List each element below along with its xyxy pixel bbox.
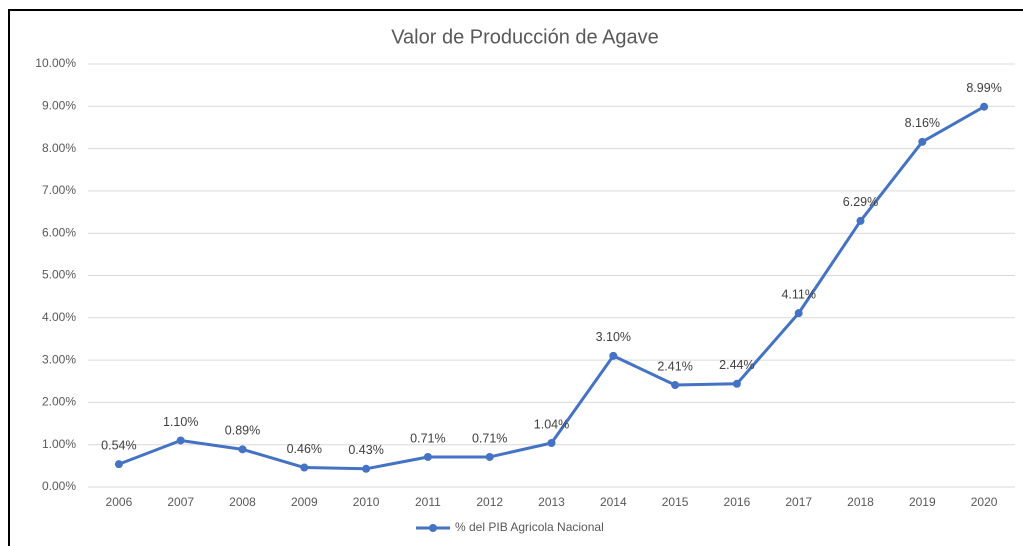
x-tick-label: 2006	[106, 495, 133, 509]
point	[114, 460, 123, 469]
x-tick-label: 2020	[971, 495, 998, 509]
x-tick-label: 2014	[600, 495, 627, 509]
data-label: 8.99%	[966, 81, 1001, 95]
x-tick-label: 2018	[847, 495, 874, 509]
point	[794, 309, 803, 318]
legend-label: % del PIB Agricola Nacional	[455, 520, 604, 534]
data-label: 4.11%	[781, 287, 816, 301]
y-tick-label: 0.00%	[42, 479, 76, 493]
y-tick-label: 5.00%	[42, 268, 76, 282]
data-label: 0.43%	[348, 443, 383, 457]
y-tick-label: 4.00%	[42, 310, 76, 324]
x-tick-label: 2019	[909, 495, 936, 509]
y-tick-label: 1.00%	[42, 437, 76, 451]
point	[176, 436, 185, 445]
y-tick-label: 2.00%	[42, 395, 76, 409]
data-label: 8.16%	[905, 116, 940, 130]
x-tick-label: 2011	[415, 495, 441, 509]
data-label: 0.71%	[472, 431, 507, 445]
x-tick-label: 2017	[785, 495, 812, 509]
point	[547, 439, 556, 448]
y-tick-label: 3.00%	[42, 352, 76, 366]
x-tick-label: 2015	[662, 495, 689, 509]
x-tick-label: 2016	[724, 495, 751, 509]
y-tick-label: 7.00%	[42, 183, 76, 197]
chart-title: Valor de Producción de Agave	[391, 26, 659, 48]
point	[980, 102, 989, 111]
x-tick-label: 2008	[229, 495, 256, 509]
legend-marker	[429, 524, 437, 532]
point	[671, 381, 680, 390]
data-label: 0.46%	[287, 442, 322, 456]
x-tick-label: 2013	[538, 495, 565, 509]
y-tick-label: 8.00%	[42, 141, 76, 155]
data-label: 0.54%	[101, 438, 136, 452]
data-label: 6.29%	[843, 195, 878, 209]
x-tick-label: 2012	[476, 495, 503, 509]
y-tick-label: 10.00%	[35, 56, 76, 70]
point	[918, 137, 927, 146]
x-tick-label: 2007	[167, 495, 194, 509]
point	[732, 379, 741, 388]
data-label: 0.71%	[410, 431, 445, 445]
y-tick-label: 9.00%	[42, 98, 76, 112]
point	[856, 216, 865, 225]
point	[485, 452, 494, 461]
y-tick-label: 6.00%	[42, 225, 76, 239]
point	[300, 463, 309, 472]
point	[362, 464, 371, 473]
data-label: 3.10%	[596, 330, 631, 344]
x-tick-label: 2010	[353, 495, 380, 509]
data-label: 2.44%	[719, 358, 754, 372]
data-label: 1.10%	[163, 415, 198, 429]
point	[238, 445, 247, 454]
data-label: 2.41%	[657, 359, 692, 373]
x-tick-label: 2009	[291, 495, 318, 509]
data-label: 1.04%	[534, 417, 569, 431]
point	[423, 452, 432, 461]
data-label: 0.89%	[225, 424, 260, 438]
point	[609, 351, 618, 360]
